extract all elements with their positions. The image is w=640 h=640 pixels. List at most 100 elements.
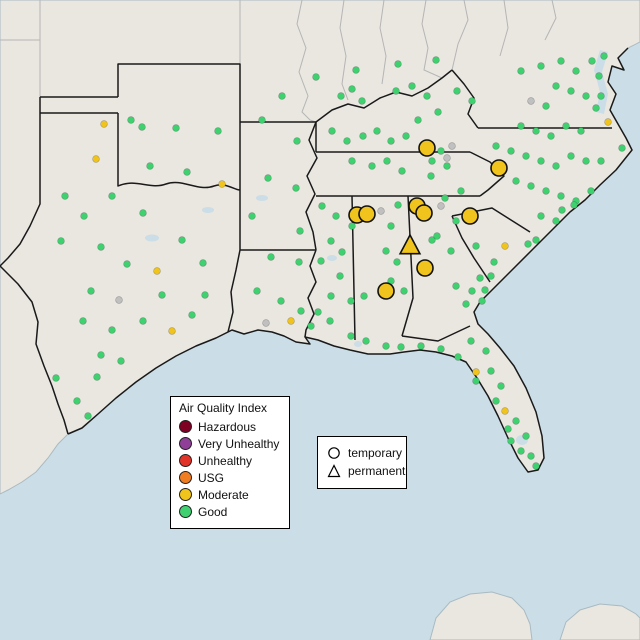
- monitor-site-dot: [278, 92, 286, 100]
- monitor-site-dot: [443, 154, 451, 162]
- monitor-site-dot: [146, 162, 154, 170]
- temporary-circle-icon: [326, 446, 342, 460]
- monitor-site-dot: [517, 447, 525, 455]
- temporary-monitor-marker: [358, 205, 376, 223]
- aqi-legend-item-hazardous: Hazardous: [179, 420, 281, 433]
- monitor-site-dot: [572, 67, 580, 75]
- monitor-site-dot: [73, 397, 81, 405]
- monitor-site-dot: [377, 207, 385, 215]
- monitor-site-dot: [501, 407, 509, 415]
- monitor-site-dot: [87, 287, 95, 295]
- monitor-site-dot: [295, 258, 303, 266]
- usg-swatch-icon: [179, 471, 192, 484]
- aqi-legend-label: Moderate: [198, 487, 249, 502]
- monitor-site-dot: [382, 342, 390, 350]
- monitor-site-dot: [497, 382, 505, 390]
- monitor-site-dot: [287, 317, 295, 325]
- monitor-site-dot: [253, 287, 261, 295]
- monitor-site-dot: [402, 132, 410, 140]
- monitor-site-dot: [414, 116, 422, 124]
- monitor-site-dot: [368, 162, 376, 170]
- monitor-site-dot: [394, 201, 402, 209]
- monitor-site-dot: [567, 87, 575, 95]
- aqi-legend-item-moderate: Moderate: [179, 488, 281, 501]
- monitor-site-dot: [428, 236, 436, 244]
- monitor-site-dot: [296, 227, 304, 235]
- monitor-site-dot: [382, 247, 390, 255]
- monitor-markers-layer: [52, 52, 626, 470]
- monitor-site-dot: [392, 87, 400, 95]
- monitor-site-dot: [504, 425, 512, 433]
- monitor-site-dot: [100, 120, 108, 128]
- monitor-site-dot: [314, 308, 322, 316]
- monitor-site-dot: [218, 180, 226, 188]
- monitor-site-dot: [577, 127, 585, 135]
- monitor-site-dot: [476, 274, 484, 282]
- monitor-site-dot: [507, 147, 515, 155]
- monitor-site-dot: [524, 240, 532, 248]
- monitor-site-dot: [487, 367, 495, 375]
- monitor-site-dot: [362, 337, 370, 345]
- monitor-site-dot: [437, 202, 445, 210]
- permanent-triangle-icon: [326, 464, 342, 478]
- monitor-site-dot: [432, 56, 440, 64]
- monitor-site-dot: [468, 287, 476, 295]
- monitor-site-dot: [467, 337, 475, 345]
- temporary-monitor-marker: [416, 259, 434, 277]
- monitor-site-dot: [393, 258, 401, 266]
- monitor-site-dot: [139, 209, 147, 217]
- monitor-site-dot: [427, 172, 435, 180]
- temporary-monitor-marker: [415, 204, 433, 222]
- monitor-site-dot: [317, 257, 325, 265]
- monitor-site-dot: [328, 127, 336, 135]
- monitor-site-dot: [398, 167, 406, 175]
- monitor-site-dot: [522, 152, 530, 160]
- aqi-legend-item-unhealthy: Unhealthy: [179, 454, 281, 467]
- monitor-site-dot: [490, 258, 498, 266]
- monitor-site-dot: [127, 116, 135, 124]
- lakes: [145, 195, 528, 445]
- monitor-site-dot: [201, 291, 209, 299]
- shape-legend-label: permanent: [348, 464, 406, 478]
- monitor-site-dot: [115, 296, 123, 304]
- monitor-site-dot: [552, 162, 560, 170]
- monitor-site-dot: [527, 182, 535, 190]
- monitor-site-dot: [597, 92, 605, 100]
- monitor-site-dot: [433, 232, 441, 240]
- monitor-site-dot: [618, 144, 626, 152]
- monitor-site-dot: [214, 127, 222, 135]
- monitor-site-dot: [199, 259, 207, 267]
- aqi-legend-label: Good: [198, 504, 228, 519]
- monitor-site-dot: [79, 317, 87, 325]
- monitor-site-dot: [138, 123, 146, 131]
- monitor-site-dot: [352, 66, 360, 74]
- monitor-site-dot: [57, 237, 65, 245]
- monitor-site-dot: [347, 297, 355, 305]
- monitor-site-dot: [557, 192, 565, 200]
- shape-legend: temporary permanent: [317, 436, 407, 489]
- monitor-site-dot: [592, 104, 600, 112]
- monitor-site-dot: [437, 147, 445, 155]
- yucatan-landmass: [429, 591, 533, 640]
- aqi-legend-label: Very Unhealthy: [198, 436, 280, 451]
- monitor-site-dot: [387, 137, 395, 145]
- monitor-site-dot: [537, 212, 545, 220]
- monitor-site-dot: [387, 222, 395, 230]
- monitor-site-dot: [158, 291, 166, 299]
- monitor-site-dot: [172, 124, 180, 132]
- good-swatch-icon: [179, 505, 192, 518]
- monitor-site-dot: [582, 92, 590, 100]
- monitor-site-dot: [542, 102, 550, 110]
- monitor-site-dot: [552, 82, 560, 90]
- shape-legend-label: temporary: [348, 446, 403, 460]
- hazardous-swatch-icon: [179, 420, 192, 433]
- monitor-site-dot: [307, 322, 315, 330]
- monitor-site-dot: [264, 174, 272, 182]
- monitor-site-dot: [52, 374, 60, 382]
- monitor-site-dot: [487, 272, 495, 280]
- monitor-site-dot: [183, 168, 191, 176]
- monitor-site-dot: [337, 92, 345, 100]
- monitor-site-dot: [97, 351, 105, 359]
- monitor-site-dot: [108, 326, 116, 334]
- monitor-site-dot: [567, 152, 575, 160]
